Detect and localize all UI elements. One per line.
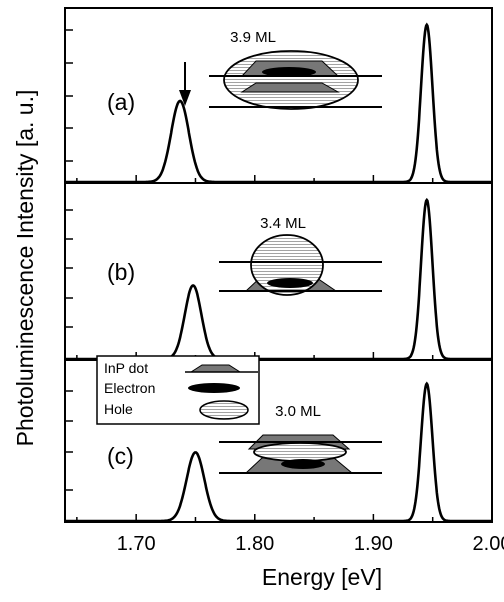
panel-label-a: (a) bbox=[107, 89, 135, 115]
quantum-dot-schematics bbox=[209, 50, 382, 474]
arrow-down-icon bbox=[179, 62, 191, 106]
hole-wavefunction bbox=[253, 442, 347, 462]
legend: InP dot Electron Hole bbox=[96, 355, 260, 425]
panel-label-c: (c) bbox=[107, 443, 134, 469]
x-axis-title: Energy [eV] bbox=[262, 564, 382, 590]
electron-ellipse-icon bbox=[188, 383, 240, 393]
electron-wavefunction bbox=[262, 67, 316, 77]
legend-label-hole: Hole bbox=[104, 401, 133, 417]
x-tick-label: 2.00 bbox=[473, 533, 504, 555]
x-tick-label: 1.90 bbox=[354, 533, 393, 555]
hole-ellipse-icon bbox=[199, 400, 249, 420]
thickness-label-a: 3.9 ML bbox=[230, 29, 276, 46]
pl-curve-series bbox=[65, 381, 492, 523]
inp-dot-shape bbox=[240, 82, 340, 93]
electron-wavefunction bbox=[267, 278, 313, 288]
electron-wavefunction bbox=[281, 459, 325, 469]
x-tick-labels: 1.70 1.80 1.90 2.00 bbox=[117, 533, 504, 555]
x-tick-label: 1.80 bbox=[235, 533, 274, 555]
panel-label-b: (b) bbox=[107, 259, 135, 285]
hole-wavefunction bbox=[223, 50, 359, 110]
legend-label-electron: Electron bbox=[104, 380, 155, 396]
legend-label-inp-dot: InP dot bbox=[104, 360, 148, 376]
y-axis-title: Photoluminescence Intensity [a. u.] bbox=[12, 90, 38, 447]
thickness-label-b: 3.4 ML bbox=[260, 215, 306, 232]
x-tick-label: 1.70 bbox=[117, 533, 156, 555]
pl-curve-series bbox=[65, 22, 492, 184]
thickness-label-c: 3.0 ML bbox=[275, 403, 321, 420]
trapezoid-dot-icon bbox=[185, 364, 258, 373]
